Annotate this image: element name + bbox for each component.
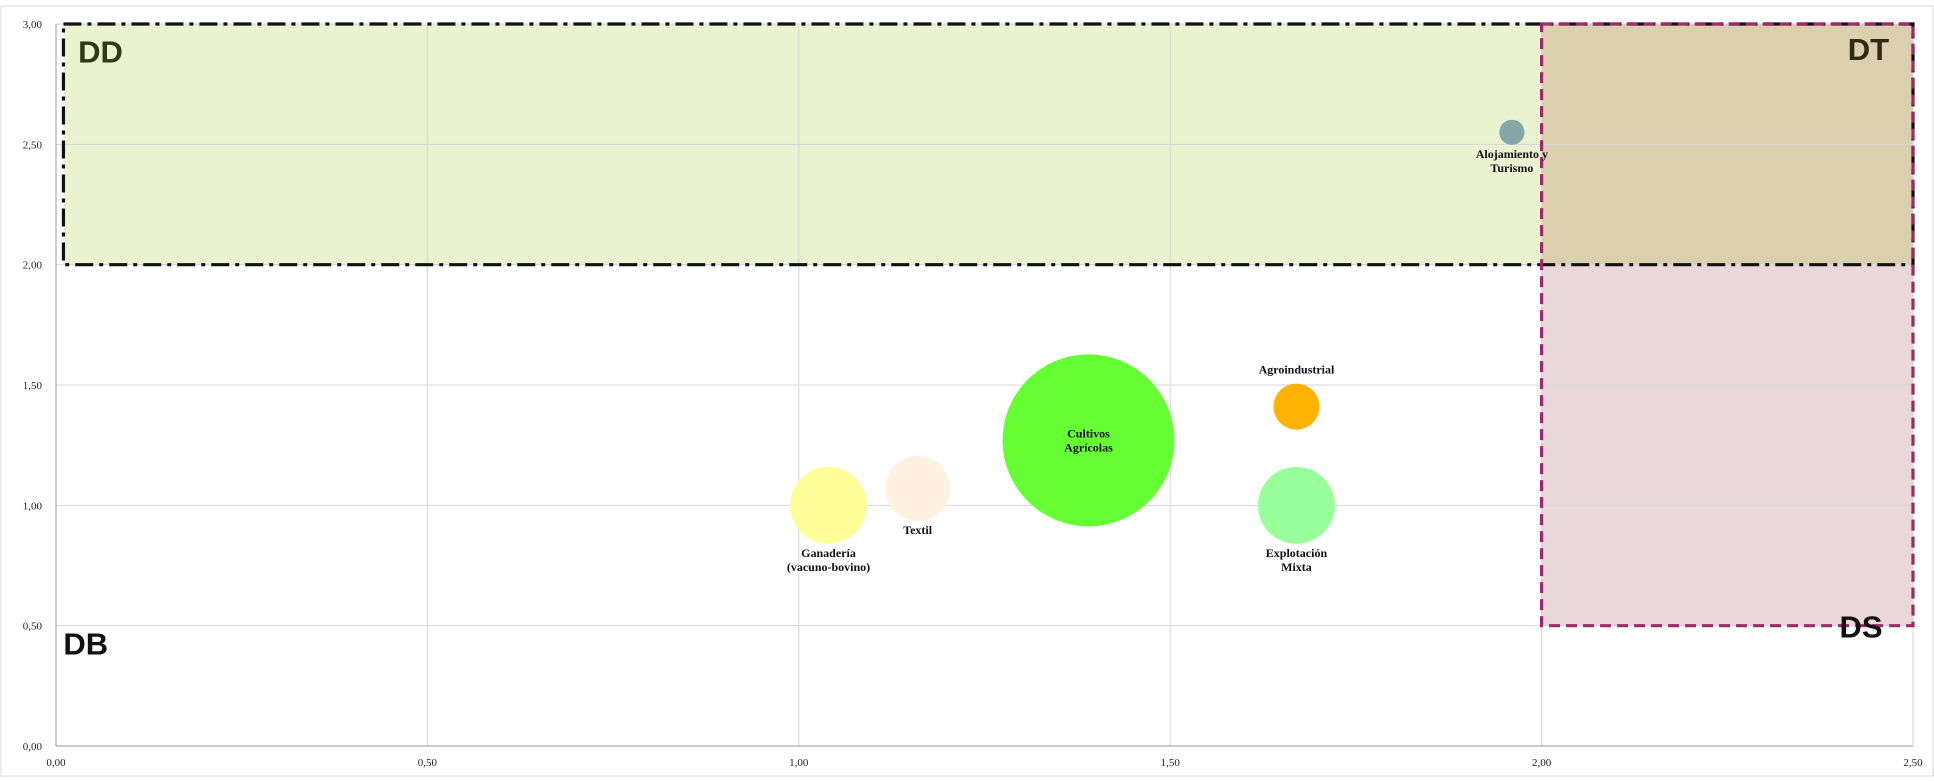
- bubble-label: Agroindustrial: [1259, 363, 1335, 377]
- bubble-label-line: Cultivos: [1067, 426, 1110, 440]
- bubble: [790, 467, 867, 544]
- x-tick-label: 2,50: [1903, 757, 1923, 769]
- bubble: [1258, 467, 1335, 544]
- x-tick-label: 1,00: [789, 757, 809, 769]
- y-tick-label: 0,00: [23, 741, 43, 753]
- bubble-label: Textil: [903, 523, 933, 537]
- bubble-label-line: (vacuno-bovino): [787, 560, 870, 574]
- bubble-label-line: Explotación: [1266, 546, 1328, 560]
- zone-label-db: DB: [63, 627, 108, 662]
- bubble-label-line: Mixta: [1281, 560, 1312, 574]
- bubble-label: Cultivos Agrícolas: [1064, 426, 1113, 454]
- y-tick-label: 2,50: [23, 139, 43, 151]
- bubble-label-line: Agrícolas: [1064, 440, 1113, 454]
- bubble: [1273, 384, 1319, 430]
- bubble: [885, 456, 950, 521]
- x-tick-label: 0,50: [418, 757, 438, 769]
- x-tick-label: 1,50: [1161, 757, 1181, 769]
- bubble-label-line: Ganadería: [801, 546, 856, 560]
- bubble-label-line: Agroindustrial: [1259, 363, 1335, 377]
- zone-label-dt: DT: [1848, 32, 1889, 67]
- bubble: [1499, 120, 1524, 145]
- x-tick-label: 0,00: [46, 757, 66, 769]
- y-tick-label: 0,50: [23, 621, 43, 633]
- zone-label-ds: DS: [1839, 610, 1882, 645]
- bubble-label: Explotación Mixta: [1266, 546, 1328, 574]
- y-tick-label: 1,00: [23, 500, 43, 512]
- y-tick-label: 1,50: [23, 380, 43, 392]
- bubble-label-line: Turismo: [1490, 161, 1533, 175]
- zones-layer: [63, 24, 1913, 626]
- bubble-label-line: Alojamiento y: [1476, 147, 1548, 161]
- y-tick-label: 2,00: [23, 260, 43, 272]
- zone-label-dd: DD: [78, 35, 123, 70]
- x-tick-label: 2,00: [1532, 757, 1552, 769]
- bubble-label: Ganadería (vacuno-bovino): [787, 546, 870, 574]
- bubble-label-line: Textil: [903, 523, 933, 537]
- y-tick-label: 3,00: [23, 19, 43, 31]
